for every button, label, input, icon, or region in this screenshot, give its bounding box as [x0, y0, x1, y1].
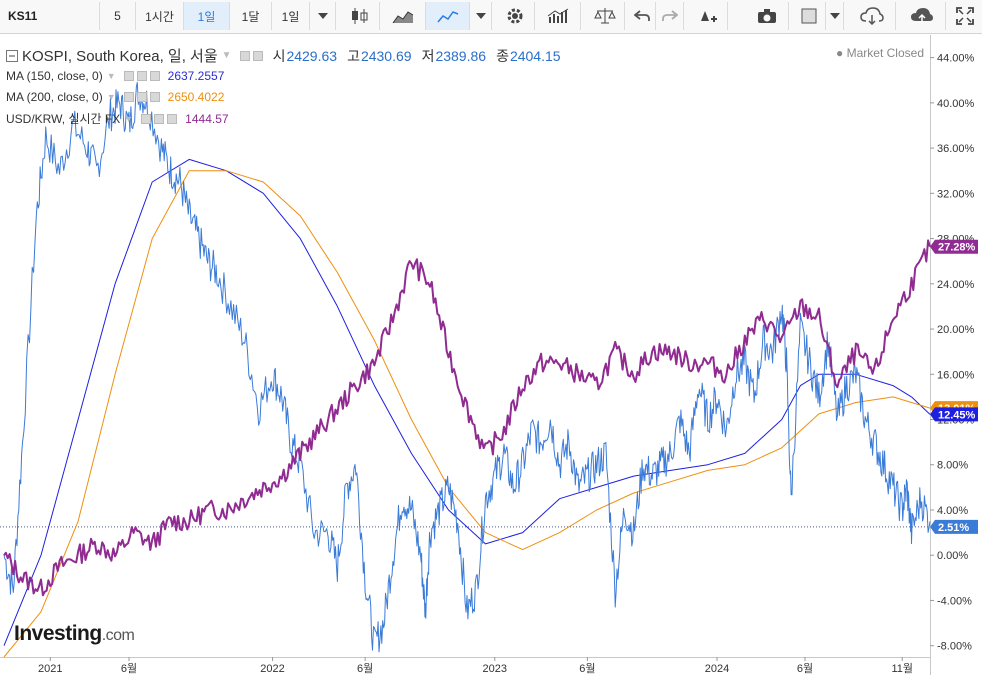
y-tick-label: 20.00%	[937, 324, 975, 336]
y-axis-panel	[930, 35, 982, 675]
value-badge-label: 2.51%	[938, 522, 969, 534]
undo-icon[interactable]	[628, 2, 656, 30]
settings-icon[interactable]	[154, 113, 165, 124]
value-badge-label: 27.28%	[938, 242, 976, 254]
close-icon[interactable]	[167, 113, 178, 124]
x-tick-label: 2023	[483, 663, 507, 675]
legend-close-label: 종	[496, 47, 509, 64]
chevron-down-icon[interactable]: ▼	[106, 71, 116, 81]
status-dot-icon: ●	[836, 46, 844, 60]
line-chart-icon[interactable]	[426, 2, 470, 30]
interval-1month-button[interactable]: 1달	[230, 2, 272, 30]
logo-suffix: .com	[101, 627, 135, 644]
legend-usdkrw-value: 1444.57	[185, 111, 229, 126]
visibility-icon[interactable]	[123, 71, 134, 81]
legend-open-value: 2429.63	[286, 47, 338, 64]
area-chart-icon[interactable]	[380, 2, 426, 30]
legend-high-label: 고	[347, 47, 360, 64]
legend-ma200-value: 2650.4022	[167, 90, 225, 104]
square-icon[interactable]	[792, 2, 826, 30]
visibility-icon[interactable]	[141, 113, 152, 124]
symbol-input[interactable]: KS11	[0, 2, 100, 30]
settings-icon[interactable]	[136, 71, 147, 81]
collapse-icon[interactable]	[6, 49, 18, 62]
chevron-down-icon[interactable]	[310, 2, 336, 30]
y-tick-label: 8.00%	[937, 460, 968, 472]
chevron-down-icon[interactable]: ▼	[106, 92, 116, 102]
x-tick-label: 11월	[891, 662, 913, 675]
chevron-down-icon[interactable]: ▼	[124, 113, 134, 124]
x-tick-label: 6월	[121, 662, 137, 675]
cloud-download-icon[interactable]	[848, 2, 896, 30]
chart-area[interactable]: 44.00% 40.00% 36.00% 32.00% 28.00% 24.00% 20.0…	[0, 35, 982, 675]
close-icon[interactable]	[149, 71, 160, 81]
chevron-down-icon[interactable]	[470, 2, 492, 30]
legend-ma150-value: 2637.2557	[167, 69, 225, 83]
interval-1day-button[interactable]: 1일	[184, 2, 230, 30]
y-tick-label: 16.00%	[937, 369, 975, 381]
legend-high-value: 2430.69	[360, 47, 412, 64]
legend-low-value: 2389.86	[435, 47, 487, 64]
x-tick-label: 6월	[357, 662, 373, 675]
legend-close-value: 2404.15	[509, 47, 561, 64]
settings-icon[interactable]	[495, 2, 535, 30]
series-line	[3, 170, 931, 658]
y-tick-label: 24.00%	[937, 279, 975, 291]
value-badge-label: 12.45%	[938, 409, 976, 421]
toolbar: KS11 5 1시간 1일 1달 1일	[0, 0, 982, 34]
legend-ma200: MA (200, close, 0) ▼ 2650.4022	[6, 90, 224, 104]
y-tick-label: 0.00%	[937, 550, 968, 562]
interval-5min-button[interactable]: 5	[100, 2, 136, 30]
value-badge	[930, 239, 978, 254]
legend-main: KOSPI, South Korea, 일, 서울 ▼ 시 2429.63 고 24…	[6, 45, 561, 66]
chevron-down-icon[interactable]: ▼	[221, 50, 232, 61]
chevron-down-icon[interactable]	[826, 2, 844, 30]
y-tick-label: 32.00%	[937, 188, 975, 200]
interval-1hour-button[interactable]: 1시간	[136, 2, 184, 30]
market-status-text: Market Closed	[846, 46, 924, 60]
y-tick-label: 44.00%	[937, 53, 975, 65]
value-badge	[930, 407, 978, 422]
x-tick-label: 2021	[38, 663, 62, 675]
visibility-icon[interactable]	[239, 50, 250, 61]
redo-icon[interactable]	[656, 2, 684, 30]
legend-low-label: 저	[421, 47, 435, 64]
x-tick-label: 6월	[797, 662, 813, 675]
series-line	[3, 239, 931, 597]
legend-ma150: MA (150, close, 0) ▼ 2637.2557	[6, 69, 224, 83]
indicators-icon[interactable]	[535, 2, 581, 30]
compare-icon[interactable]	[585, 2, 625, 30]
settings-icon[interactable]	[252, 50, 263, 61]
market-status: ● Market Closed	[836, 46, 924, 60]
interval-dropdown-button[interactable]: 1일	[272, 2, 310, 30]
y-tick-label: 4.00%	[937, 505, 968, 517]
legend-usdkrw-name: USD/KRW, 실시간 FX	[6, 112, 121, 126]
legend-usdkrw: USD/KRW, 실시간 FX ▼ 1444.57	[6, 110, 229, 127]
chart-canvas[interactable]: 44.00%40.00%36.00%32.00%28.00%24.00%20.0…	[0, 35, 982, 675]
series-line	[3, 82, 931, 653]
y-tick-label: -8.00%	[937, 641, 972, 653]
x-tick-label: 2022	[260, 663, 284, 675]
legend-main-name: KOSPI, South Korea, 일, 서울	[22, 48, 218, 65]
candlestick-icon[interactable]	[340, 2, 380, 30]
logo-brand: Investing	[14, 622, 102, 645]
legend-open-label: 시	[272, 47, 286, 64]
cloud-upload-icon[interactable]	[898, 2, 946, 30]
investing-logo: Investing.com	[14, 622, 135, 646]
settings-icon[interactable]	[136, 92, 147, 102]
close-icon[interactable]	[149, 92, 160, 102]
x-tick-label: 6월	[579, 662, 595, 675]
y-tick-label: 40.00%	[937, 98, 975, 110]
visibility-icon[interactable]	[123, 92, 134, 102]
fullscreen-icon[interactable]	[948, 2, 982, 30]
camera-icon[interactable]	[745, 2, 789, 30]
legend-ma150-name: MA (150, close, 0)	[6, 69, 103, 83]
y-tick-label: -4.00%	[937, 595, 972, 607]
value-badge	[930, 519, 978, 534]
legend-ma200-name: MA (200, close, 0)	[6, 90, 103, 104]
x-tick-label: 2024	[705, 663, 729, 675]
y-tick-label: 36.00%	[937, 143, 975, 155]
drawing-tool-icon[interactable]	[688, 2, 728, 30]
